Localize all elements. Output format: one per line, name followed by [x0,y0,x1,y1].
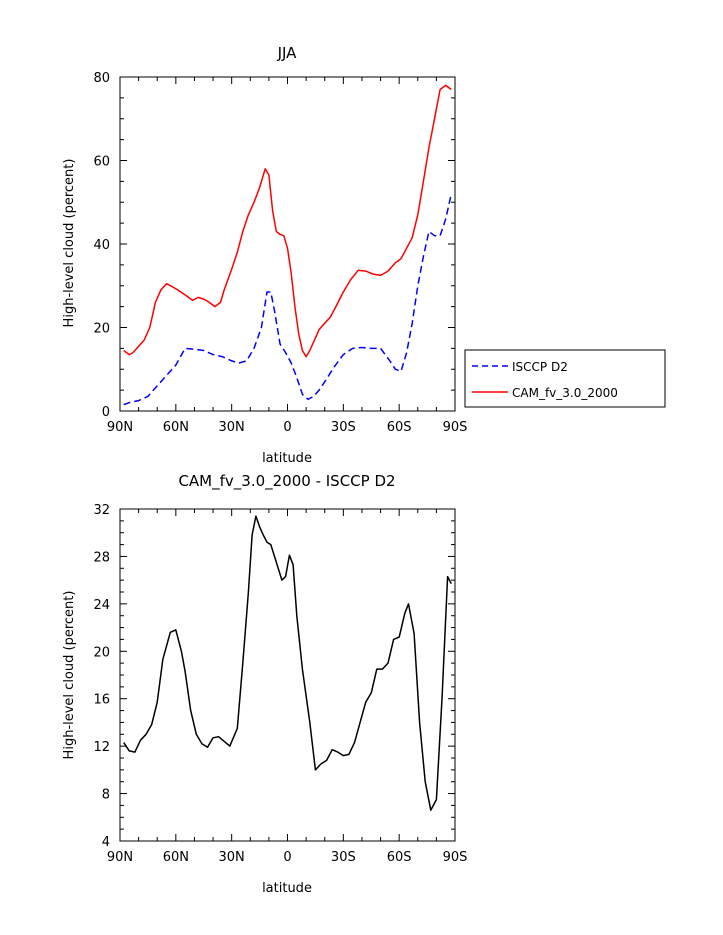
legend-label-isccp: ISCCP D2 [512,360,568,374]
x-tick-label: 90S [443,420,468,435]
legend: ISCCP D2 CAM_fv_3.0_2000 [464,349,666,408]
y-tick-label: 4 [102,835,110,850]
x-axis-title: latitude [262,451,312,466]
series-line-cam-fv-3-0-2000 [123,84,452,358]
y-tick-label: 32 [93,503,110,518]
chart-difference: CAM_fv_3.0_2000 - ISCCP D2 latitude High… [62,472,467,896]
y-tick-label: 16 [93,693,110,708]
x-tick-label: 30N [219,850,245,865]
y-tick-label: 40 [93,238,110,253]
y-tick-label: 12 [93,740,110,755]
x-tick-label: 0 [283,850,291,865]
plot-frame [119,508,456,842]
chart-title: JJA [277,44,298,62]
series-lines [123,515,452,811]
x-tick-label: 60S [387,420,412,435]
series-lines [123,84,453,406]
x-tick-label: 90N [107,420,133,435]
y-tick-label: 20 [93,645,110,660]
y-axis-title: High-level cloud (percent) [62,591,77,760]
x-tick-label: 30S [331,850,356,865]
x-tick-label: 90N [107,850,133,865]
legend-box [464,349,666,408]
x-tick-label: 90S [443,850,468,865]
tick-labels: 90N 60N 30N 0 30S 60S 90S 4 8 12 16 20 24 28 32 [93,503,467,865]
tick-labels: 90N 60N 30N 0 30S 60S 90S 0 20 40 60 80 [93,71,467,435]
series-line-difference [123,515,452,811]
x-tick-label: 30S [331,420,356,435]
y-tick-label: 8 [102,788,110,803]
y-tick-label: 80 [93,71,110,86]
x-tick-label: 60S [387,850,412,865]
plot-frame [119,76,456,412]
y-axis-title: High-level cloud (percent) [62,159,77,328]
chart-title: CAM_fv_3.0_2000 - ISCCP D2 [178,472,395,491]
y-tick-label: 20 [93,322,110,337]
y-tick-label: 60 [93,155,110,170]
x-tick-label: 60N [163,420,189,435]
y-tick-label: 24 [93,598,110,613]
x-tick-label: 0 [283,420,291,435]
y-tick-label: 28 [93,550,110,565]
series-line-isccp-d2 [123,193,453,406]
tick-marks [119,508,456,842]
x-tick-label: 30N [219,420,245,435]
y-tick-label: 0 [102,405,110,420]
x-tick-label: 60N [163,850,189,865]
x-axis-title: latitude [262,881,312,896]
legend-label-cam: CAM_fv_3.0_2000 [512,386,618,400]
chart-jja: JJA latitude High-level cloud (percent) … [62,44,467,466]
tick-marks [119,76,456,412]
